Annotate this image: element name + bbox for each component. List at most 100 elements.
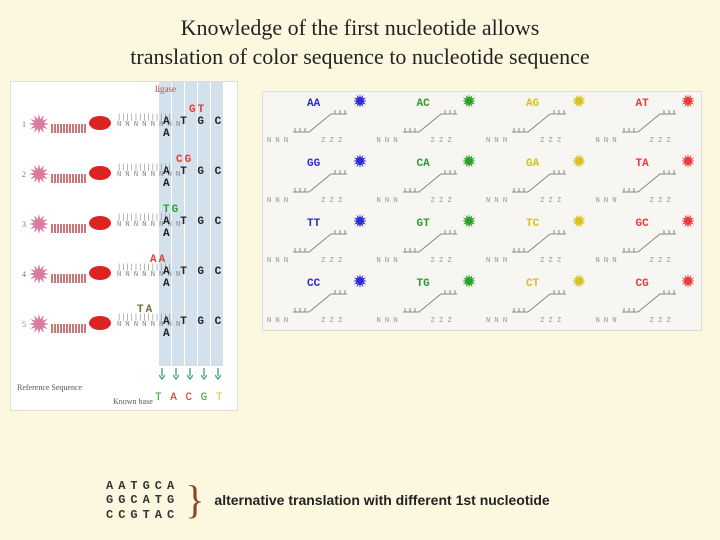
probe-line-icon xyxy=(401,110,461,136)
key-row: CCN N NZ Z ZTGN N NZ Z ZCTN N NZ Z ZCGN … xyxy=(263,272,701,332)
dinucleotide-cell: TG N N N Z Z Z xyxy=(373,272,483,332)
arrow-row xyxy=(159,368,221,380)
fluorophore-star-icon xyxy=(462,214,476,228)
dinucleotide-label: GT xyxy=(417,218,430,230)
adapter-bars xyxy=(51,320,87,338)
probe-zzz: Z Z Z xyxy=(321,136,342,144)
interrogated-pair: GT xyxy=(189,104,206,116)
sequencing-lane: 1|||||||||||||N N N N N N N NA T G C AGT xyxy=(15,104,233,144)
dinucleotide-cell: TCN N NZ Z Z xyxy=(482,212,592,272)
brace-icon: } xyxy=(185,484,204,516)
page-title: Knowledge of the first nucleotide allows… xyxy=(0,0,720,81)
dinucleotide-label: TT xyxy=(307,218,320,230)
alt-sequences: AATGCA GGCATG CCGTAC xyxy=(106,479,179,522)
fluorophore-star-icon xyxy=(462,274,476,288)
probe-zzz: Z Z Z xyxy=(321,316,342,324)
interrogated-pair: AA xyxy=(150,254,167,266)
title-line-1: Knowledge of the first nucleotide allows xyxy=(181,15,540,40)
probe-line-icon xyxy=(620,170,680,196)
probe-zzz: Z Z Z xyxy=(540,316,561,324)
probe-line-icon xyxy=(291,230,351,256)
primer-oval-icon xyxy=(89,216,111,230)
adapter-bars xyxy=(51,220,87,238)
reference-label: Reference Sequence xyxy=(17,383,82,392)
dinucleotide-label: CA xyxy=(417,158,430,170)
probe-line-icon xyxy=(510,110,570,136)
probe-nnn: N N N xyxy=(377,136,398,144)
bottom-row: AATGCA GGCATG CCGTAC } alternative trans… xyxy=(0,479,720,522)
key-row: AAN N NZ Z ZACN N NZ Z ZAGN N NZ Z ZATN … xyxy=(263,92,701,152)
probe-line-icon xyxy=(620,290,680,316)
sequencing-lane: 3|||||||||||||N N N N N N N NA T G C ATG xyxy=(15,204,233,244)
primer-oval-icon xyxy=(89,116,111,130)
dinucleotide-cell: TAN N NZ Z Z xyxy=(592,152,702,212)
probe-zzz: Z Z Z xyxy=(321,196,342,204)
adapter-bars xyxy=(51,270,87,288)
probe-zzz: Z Z Z xyxy=(431,256,452,264)
dinucleotide-label: GA xyxy=(526,158,539,170)
color-key-table: AAN N NZ Z ZACN N NZ Z ZAGN N NZ Z ZATN … xyxy=(262,91,702,331)
probe-nnn: N N N xyxy=(267,256,288,264)
probe-nnn: N N N xyxy=(486,196,507,204)
dinucleotide-cell: AAN N NZ Z Z xyxy=(263,92,373,152)
arrow-down-icon xyxy=(201,368,207,380)
lane-number: 2 xyxy=(19,170,29,179)
probe-zzz: Z Z Z xyxy=(650,316,671,324)
dinucleotide-label: TC xyxy=(526,218,539,230)
template-sequence: A T G C AAA xyxy=(163,266,233,290)
starburst-icon xyxy=(29,114,49,134)
primer-oval-icon xyxy=(89,266,111,280)
probe-zzz: Z Z Z xyxy=(540,256,561,264)
arrow-down-icon xyxy=(173,368,179,380)
key-row: GGN N NZ Z ZCAN N NZ Z ZGAN N NZ Z ZTAN … xyxy=(263,152,701,212)
content-area: ligase Reference Sequence Known base 1||… xyxy=(0,81,720,411)
title-line-2: translation of color sequence to nucleot… xyxy=(130,44,589,69)
probe-zzz: Z Z Z xyxy=(431,136,452,144)
probe-line-icon xyxy=(291,110,351,136)
probe-nnn: N N N xyxy=(377,256,398,264)
alt-seq-3: CCGTAC xyxy=(106,508,179,522)
probe-zzz: Z Z Z xyxy=(650,196,671,204)
template-sequence: A T G C ATG xyxy=(163,216,233,240)
lane-number: 4 xyxy=(19,270,29,279)
probe-zzz: Z Z Z xyxy=(540,136,561,144)
probe-nnn: N N N xyxy=(377,316,398,324)
dinucleotide-label: CC xyxy=(307,278,320,290)
dinucleotide-cell: ACN N NZ Z Z xyxy=(373,92,483,152)
probe-nnn: N N N xyxy=(377,196,398,204)
sequencing-lane: 4|||||||||||||N N N N N N N NA T G C AAA xyxy=(15,254,233,294)
known-base-label: Known base xyxy=(113,397,153,406)
probe-zzz: Z Z Z xyxy=(540,196,561,204)
dinucleotide-cell: CTN N NZ Z Z xyxy=(482,272,592,332)
template-sequence: A T G C ATA xyxy=(163,316,233,340)
dinucleotide-cell: CA N N N Z Z Z xyxy=(373,152,483,212)
fluorophore-star-icon xyxy=(353,154,367,168)
interrogated-pair: CG xyxy=(176,154,193,166)
probe-line-icon xyxy=(401,290,461,316)
starburst-icon xyxy=(29,214,49,234)
probe-nnn: N N N xyxy=(596,136,617,144)
lane-number: 1 xyxy=(19,120,29,129)
fluorophore-star-icon xyxy=(572,274,586,288)
sequencing-lane: 5|||||||||||||N N N N N N N NA T G C ATA xyxy=(15,304,233,344)
alt-seq-1: AATGCA xyxy=(106,479,179,493)
adapter-bars xyxy=(51,120,87,138)
dinucleotide-cell: AGN N NZ Z Z xyxy=(482,92,592,152)
dinucleotide-cell: GT N N N Z Z Z xyxy=(373,212,483,272)
probe-nnn: N N N xyxy=(596,196,617,204)
probe-line-icon xyxy=(510,170,570,196)
fluorophore-star-icon xyxy=(681,94,695,108)
probe-zzz: Z Z Z xyxy=(650,136,671,144)
probe-zzz: Z Z Z xyxy=(431,196,452,204)
dinucleotide-label: TG xyxy=(417,278,430,290)
fluorophore-star-icon xyxy=(572,154,586,168)
key-row: TTN N NZ Z ZGTN N NZ Z ZTCN N NZ Z ZGCN … xyxy=(263,212,701,272)
starburst-icon xyxy=(29,264,49,284)
dinucleotide-cell: CCN N NZ Z Z xyxy=(263,272,373,332)
dinucleotide-cell: TTN N NZ Z Z xyxy=(263,212,373,272)
arrow-down-icon xyxy=(215,368,221,380)
sequencing-diagram: ligase Reference Sequence Known base 1||… xyxy=(10,81,238,411)
probe-line-icon xyxy=(620,230,680,256)
probe-zzz: Z Z Z xyxy=(431,316,452,324)
fluorophore-star-icon xyxy=(572,214,586,228)
